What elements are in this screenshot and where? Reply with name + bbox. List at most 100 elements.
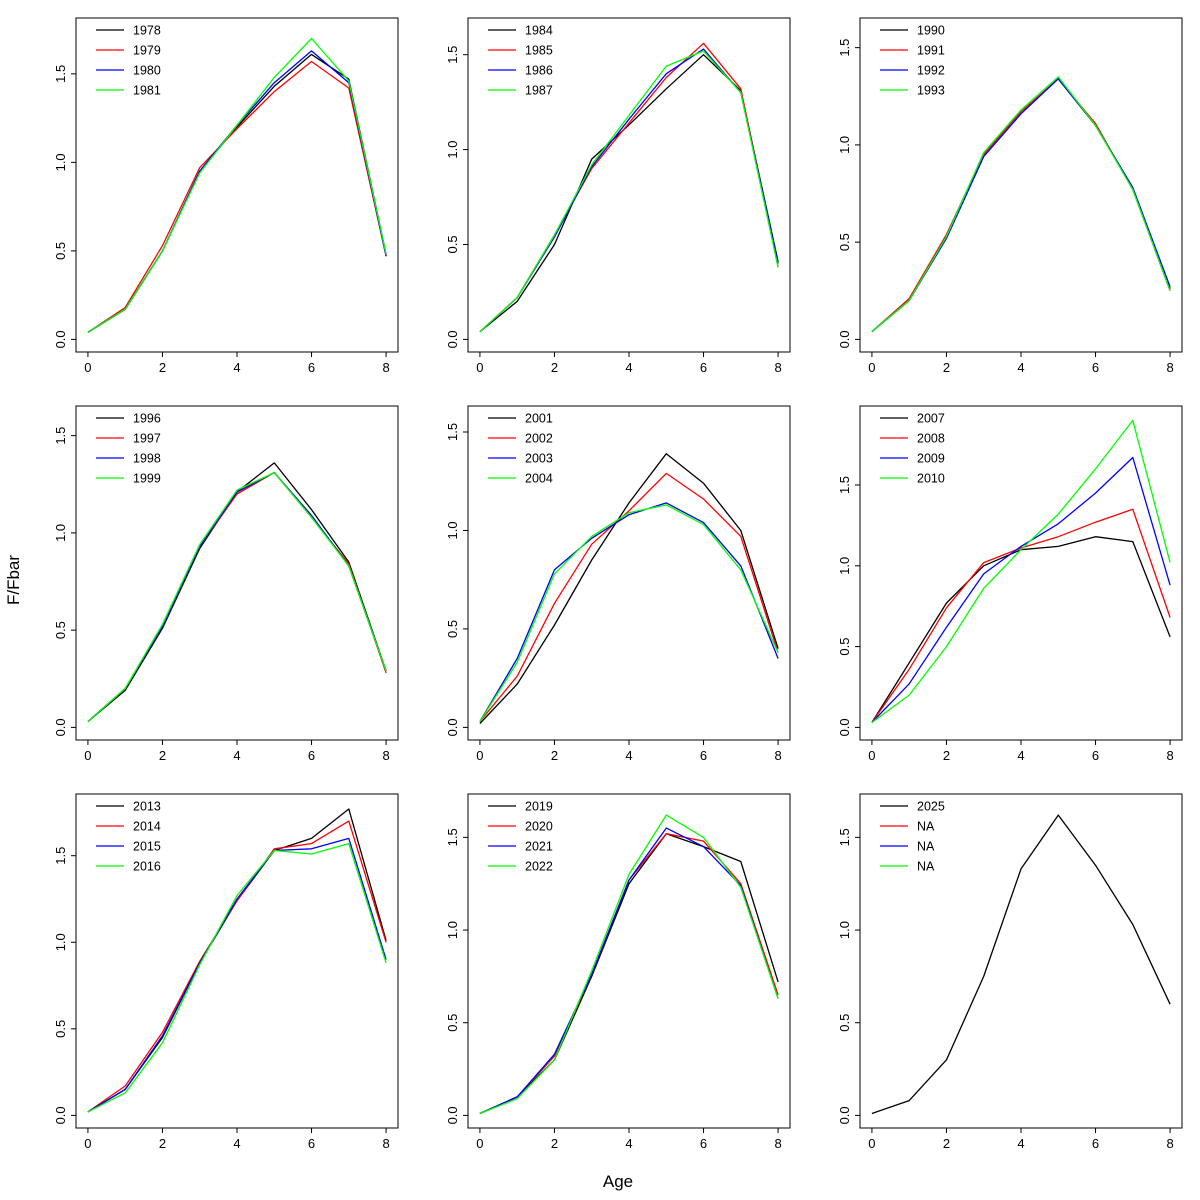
y-tick-label: 0.0 bbox=[837, 718, 852, 736]
legend-label: 1990 bbox=[917, 24, 945, 38]
legend-label: 2016 bbox=[133, 860, 161, 874]
legend-label: 1991 bbox=[917, 44, 945, 58]
legend-label: 1978 bbox=[133, 24, 161, 38]
chart-panel: 0 2 4 6 8 0.0 0.5 1.0 1.5 2025 NA NA NA bbox=[802, 780, 1194, 1168]
legend-label: 1980 bbox=[133, 64, 161, 78]
y-tick-label: 0.5 bbox=[837, 233, 852, 251]
x-tick-label: 8 bbox=[1166, 360, 1173, 375]
chart-panel: 0 2 4 6 8 0.0 0.5 1.0 1.5 1984 1985 1986 1987 bbox=[410, 4, 802, 392]
x-tick-label: 2 bbox=[551, 1136, 558, 1151]
x-tick-label: 4 bbox=[1017, 1136, 1024, 1151]
legend-label: 2025 bbox=[917, 800, 945, 814]
y-tick-label: 1.0 bbox=[837, 921, 852, 939]
series-line-2003 bbox=[479, 502, 779, 722]
y-tick-label: 1.5 bbox=[445, 828, 460, 846]
x-tick-label: 4 bbox=[233, 1136, 240, 1151]
series-line-2002 bbox=[479, 472, 779, 722]
legend-label: 1986 bbox=[525, 64, 553, 78]
y-axis-label: F/Fbar bbox=[4, 554, 23, 606]
legend-label: 2004 bbox=[525, 472, 553, 486]
y-tick-label: 1.5 bbox=[837, 39, 852, 57]
legend-label: 2008 bbox=[917, 432, 945, 446]
x-tick-label: 6 bbox=[700, 360, 707, 375]
y-tick-label: 1.5 bbox=[53, 427, 68, 445]
legend-label: 1984 bbox=[525, 24, 553, 38]
legend-label: 2003 bbox=[525, 452, 553, 466]
legend-label: 1999 bbox=[133, 472, 161, 486]
series-line-2010 bbox=[871, 419, 1171, 724]
y-tick-label: 1.0 bbox=[837, 136, 852, 154]
legend-label: NA bbox=[917, 840, 935, 854]
y-tick-label: 1.5 bbox=[53, 65, 68, 83]
series-line-2008 bbox=[871, 508, 1171, 723]
chart-panel: 0 2 4 6 8 0.0 0.5 1.0 1.5 2007 2008 2009 2010 bbox=[802, 392, 1194, 780]
series-line-1991 bbox=[871, 78, 1171, 333]
series-line-2001 bbox=[479, 453, 779, 724]
x-tick-label: 8 bbox=[774, 360, 781, 375]
x-tick-label: 8 bbox=[774, 748, 781, 763]
x-tick-label: 4 bbox=[625, 748, 632, 763]
y-tick-label: 1.0 bbox=[837, 557, 852, 575]
x-tick-label: 8 bbox=[1166, 1136, 1173, 1151]
chart-panel: 0 2 4 6 8 0.0 0.5 1.0 1.5 2001 2002 2003 2004 bbox=[410, 392, 802, 780]
x-tick-label: 6 bbox=[308, 360, 315, 375]
y-tick-label: 0.0 bbox=[445, 330, 460, 348]
chart-panel: 0 2 4 6 8 0.0 0.5 1.0 1.5 1996 1997 1998 1999 bbox=[18, 392, 410, 780]
x-tick-label: 6 bbox=[700, 1136, 707, 1151]
x-tick-label: 4 bbox=[625, 1136, 632, 1151]
series-line-1987 bbox=[479, 50, 779, 333]
x-tick-label: 6 bbox=[308, 1136, 315, 1151]
legend-label: 2020 bbox=[525, 820, 553, 834]
legend-label: 2013 bbox=[133, 800, 161, 814]
y-tick-label: 1.0 bbox=[53, 524, 68, 542]
y-tick-label: 1.0 bbox=[53, 933, 68, 951]
legend-label: 1996 bbox=[133, 412, 161, 426]
legend-label: 2014 bbox=[133, 820, 161, 834]
y-tick-label: 1.5 bbox=[53, 847, 68, 865]
x-tick-label: 8 bbox=[774, 1136, 781, 1151]
series-line-1993 bbox=[871, 76, 1171, 333]
x-tick-label: 8 bbox=[382, 748, 389, 763]
plot-box bbox=[467, 793, 791, 1129]
x-tick-label: 0 bbox=[868, 748, 875, 763]
series-line-2014 bbox=[87, 820, 387, 1113]
y-tick-label: 0.0 bbox=[445, 718, 460, 736]
legend-label: 2022 bbox=[525, 860, 553, 874]
y-tick-label: 1.0 bbox=[445, 141, 460, 159]
series-line-2025 bbox=[871, 814, 1171, 1115]
series-line-2015 bbox=[87, 837, 387, 1113]
x-tick-label: 0 bbox=[476, 748, 483, 763]
series-line-1999 bbox=[87, 471, 387, 723]
legend-label: 1993 bbox=[917, 84, 945, 98]
series-line-1990 bbox=[871, 78, 1171, 333]
chart-panel: 0 2 4 6 8 0.0 0.5 1.0 1.5 1978 1979 1980 1981 bbox=[18, 4, 410, 392]
y-tick-label: 1.0 bbox=[53, 153, 68, 171]
plot-box bbox=[75, 17, 399, 353]
series-line-2022 bbox=[479, 814, 779, 1115]
y-tick-label: 1.0 bbox=[445, 921, 460, 939]
chart-panel: 0 2 4 6 8 0.0 0.5 1.0 1.5 2013 2014 2015 2016 bbox=[18, 780, 410, 1168]
legend-label: 2019 bbox=[525, 800, 553, 814]
series-line-2004 bbox=[479, 504, 779, 722]
y-tick-label: 0.0 bbox=[837, 330, 852, 348]
x-tick-label: 4 bbox=[1017, 360, 1024, 375]
legend-label: 2021 bbox=[525, 840, 553, 854]
y-tick-label: 0.0 bbox=[53, 1106, 68, 1124]
x-tick-label: 2 bbox=[551, 360, 558, 375]
legend-label: 2007 bbox=[917, 412, 945, 426]
legend-label: 1987 bbox=[525, 84, 553, 98]
x-tick-label: 2 bbox=[943, 360, 950, 375]
plot-box bbox=[859, 793, 1183, 1129]
legend-label: 1985 bbox=[525, 44, 553, 58]
legend-label: 1979 bbox=[133, 44, 161, 58]
y-tick-label: 0.5 bbox=[53, 1020, 68, 1038]
legend-label: NA bbox=[917, 860, 935, 874]
plot-box bbox=[859, 405, 1183, 741]
y-tick-label: 1.5 bbox=[445, 46, 460, 64]
series-line-1979 bbox=[87, 60, 387, 333]
series-line-2007 bbox=[871, 536, 1171, 723]
x-tick-label: 0 bbox=[84, 1136, 91, 1151]
x-tick-label: 6 bbox=[700, 748, 707, 763]
y-tick-label: 0.5 bbox=[445, 1014, 460, 1032]
